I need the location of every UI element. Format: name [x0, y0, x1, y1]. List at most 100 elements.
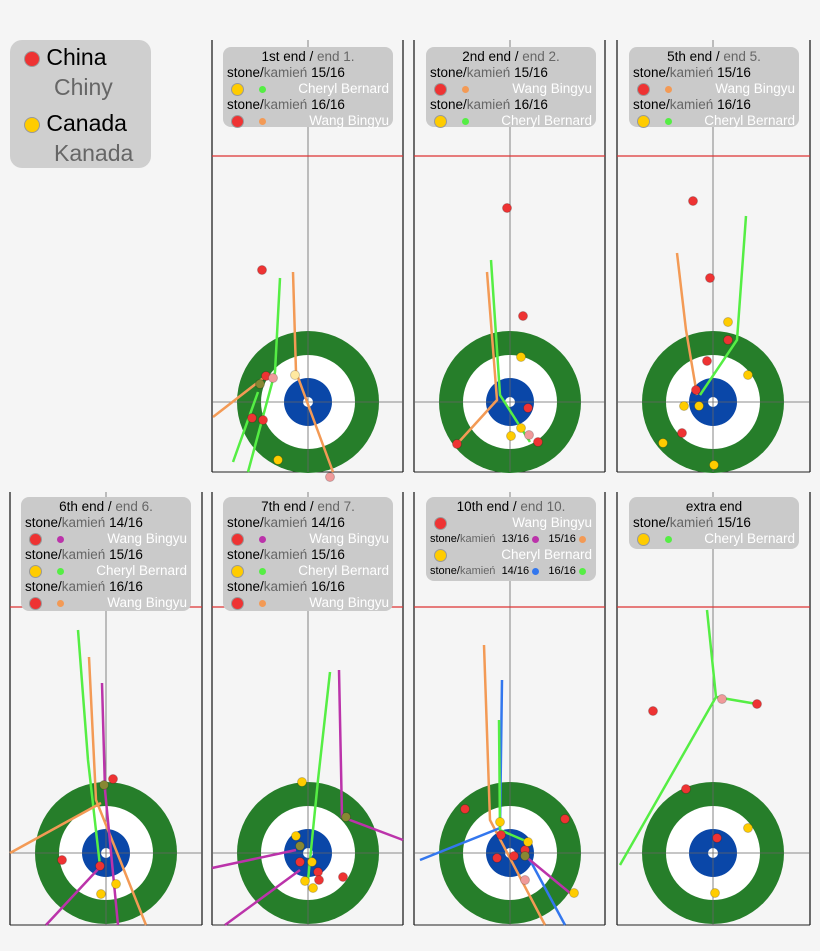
red-stone	[705, 273, 715, 283]
sheet-end-3	[616, 40, 811, 473]
end-title: 10th end /	[456, 499, 521, 514]
label: stone/	[430, 533, 460, 545]
faded-stone	[520, 851, 530, 861]
end-legend-1: 1st end / end 1. stone/kamień 15/16 Chery…	[223, 47, 393, 128]
shot-number: 15/16	[109, 547, 143, 562]
label: kamień	[263, 97, 308, 112]
sheet-end-5	[211, 492, 404, 927]
label: kamień	[669, 515, 714, 530]
player-name: Wang Bingyu	[107, 595, 187, 610]
stone-path-green	[306, 671, 332, 881]
red-stone-icon	[433, 516, 447, 530]
stone-path-orange	[482, 644, 547, 926]
yellow-stone-icon	[636, 532, 650, 546]
red-stone-icon	[230, 596, 244, 610]
red-stone	[452, 439, 462, 449]
yellow-stone	[308, 883, 318, 893]
stone-path-green	[698, 215, 748, 396]
label: kamień	[263, 65, 308, 80]
yellow-stone	[516, 352, 526, 362]
label: stone/	[633, 97, 670, 112]
label: Canada	[46, 110, 127, 136]
yellow-stone	[307, 857, 317, 867]
end-title-pl: end 2.	[522, 49, 560, 64]
yellow-stone	[723, 317, 733, 327]
stone-path-orange	[675, 252, 699, 396]
red-stone	[523, 403, 533, 413]
player-name: Cheryl Bernard	[501, 113, 592, 128]
green-stone-icon	[258, 85, 266, 93]
red-stone-icon	[24, 50, 40, 67]
red-stone	[257, 265, 267, 275]
red-stone-icon	[433, 82, 447, 96]
yellow-stone	[743, 370, 753, 380]
yellow-stone	[658, 438, 668, 448]
label: stone/	[25, 579, 62, 594]
red-stone	[702, 356, 712, 366]
shot-number: 14/16	[109, 515, 143, 530]
yellow-stone	[96, 889, 106, 899]
orange-stone-icon	[56, 599, 64, 607]
label: stone/	[227, 515, 264, 530]
player-name: Wang Bingyu	[309, 595, 389, 610]
label: stone/	[25, 547, 62, 562]
red-stone	[712, 833, 722, 843]
label: stone/	[633, 65, 670, 80]
end-title-pl: end 7.	[317, 499, 355, 514]
shot-number: 15/16	[311, 547, 345, 562]
faded-stone	[290, 370, 300, 380]
purple-stone-icon	[258, 535, 266, 543]
faded-stone	[524, 430, 534, 440]
stone-path-purple	[224, 868, 301, 927]
stone-path-blue	[528, 859, 567, 926]
green-stone-icon	[56, 567, 64, 575]
end-legend-6: 10th end / end 10. Wang Bingyu stone/kami…	[426, 497, 596, 581]
yellow-stone	[297, 777, 307, 787]
shot-number: 15/16	[717, 515, 751, 530]
end-title: 6th end /	[59, 499, 116, 514]
red-stone-icon	[28, 532, 42, 546]
shot-number: 16/16	[109, 579, 143, 594]
label: kamień	[466, 65, 511, 80]
label: stone/	[227, 65, 264, 80]
red-stone-icon	[230, 532, 244, 546]
yellow-stone	[679, 401, 689, 411]
yellow-stone	[709, 460, 719, 470]
shot-number: 14/16	[311, 515, 345, 530]
stone-path-green	[231, 391, 260, 463]
label: kamień	[669, 65, 714, 80]
sheet-end-2	[413, 40, 606, 473]
player-name: Wang Bingyu	[512, 81, 592, 96]
green-stone-icon	[578, 567, 586, 575]
shot-number: 15/16	[311, 65, 345, 80]
stone-path-orange	[87, 656, 148, 926]
stone-path-green	[246, 277, 282, 473]
sheet-end-1	[211, 40, 404, 482]
player-name: Cheryl Bernard	[96, 563, 187, 578]
green-stone-icon	[664, 117, 672, 125]
label: kamień	[459, 533, 496, 545]
sheet-end-6	[413, 492, 606, 926]
label: kamień	[61, 547, 106, 562]
stone-path-purple	[211, 848, 297, 870]
yellow-stone-icon	[230, 564, 244, 578]
faded-stone	[520, 875, 530, 885]
stone-path-purple	[45, 865, 102, 926]
red-stone	[57, 855, 67, 865]
red-stone	[314, 875, 324, 885]
shot-number: 16/16	[311, 97, 345, 112]
yellow-stone	[516, 423, 526, 433]
end-title: 1st end /	[261, 49, 317, 64]
player-name: Wang Bingyu	[512, 515, 592, 530]
label: kamień	[61, 515, 106, 530]
label: kamień	[466, 97, 511, 112]
player-name: Cheryl Bernard	[298, 563, 389, 578]
green-stone-icon	[258, 567, 266, 575]
red-stone	[338, 872, 348, 882]
stone-path-green	[497, 719, 529, 844]
label: kamień	[669, 97, 714, 112]
red-stone	[677, 428, 687, 438]
label: stone/	[227, 97, 264, 112]
player-name: Cheryl Bernard	[704, 113, 795, 128]
